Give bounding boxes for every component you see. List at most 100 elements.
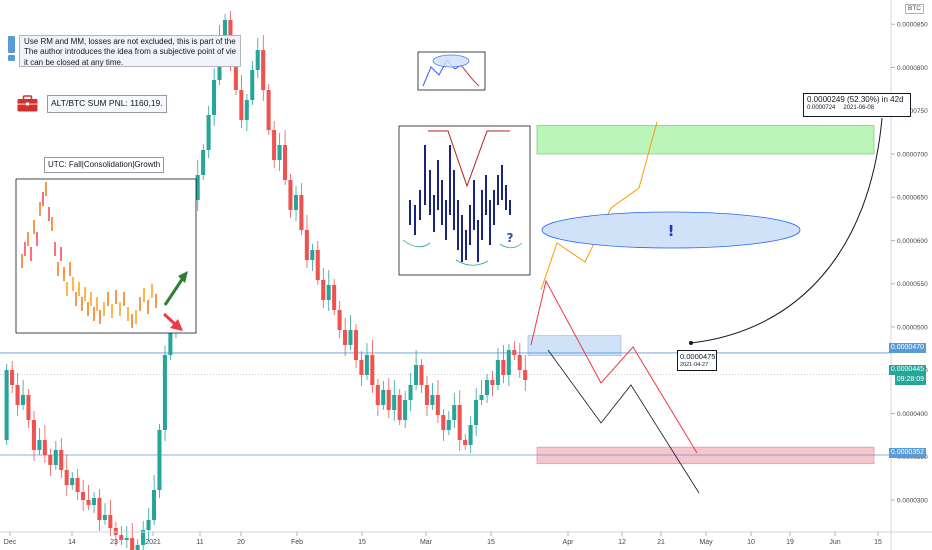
- y-tick-label: 0.0000500: [897, 324, 928, 331]
- candle-body: [37, 440, 42, 450]
- candle-body: [288, 180, 293, 210]
- growth-arrow-shaft: [163, 274, 187, 306]
- candle-body: [512, 350, 517, 355]
- candle-body: [337, 310, 342, 330]
- candle-body: [26, 395, 31, 420]
- x-tick-label: Apr: [563, 539, 575, 546]
- candle-body: [310, 250, 315, 260]
- candle-body: [321, 280, 326, 300]
- candle-body: [102, 515, 107, 520]
- question-mark: ?: [507, 231, 514, 245]
- candle-body: [135, 545, 140, 550]
- target-callout-price: 0.0000724: [807, 105, 836, 111]
- fall-arrow-shaft: [162, 312, 178, 327]
- candle-body: [293, 195, 298, 210]
- candle-body: [430, 395, 435, 405]
- x-tick-label: Mar: [420, 539, 433, 546]
- y-tick-label: 0.0000850: [897, 22, 928, 29]
- briefcase-icon: [17, 95, 38, 112]
- candle-body: [53, 450, 58, 465]
- candle-body: [332, 285, 337, 310]
- note-marker-bar: [8, 55, 15, 61]
- candle-body: [81, 492, 86, 500]
- candle-body: [141, 530, 146, 545]
- candle-body: [506, 350, 511, 375]
- candle-body: [517, 355, 522, 370]
- resistance-price-label: 0.0000470: [888, 343, 926, 353]
- fall-arrow-head: [170, 319, 183, 331]
- candle-body: [277, 145, 282, 160]
- target-callout-line: 0.0000249 (52.30%) in 42d: [807, 95, 904, 104]
- x-tick-label: 12: [618, 539, 626, 546]
- candle-body: [463, 440, 468, 445]
- current-price-label: 0.0000445: [888, 365, 926, 375]
- candle-body: [413, 365, 419, 385]
- candle-body: [479, 395, 484, 400]
- candle-body: [490, 380, 495, 385]
- x-tick-label: 21: [657, 539, 665, 546]
- x-tick-label: 15: [874, 539, 882, 546]
- candle-body: [266, 90, 271, 130]
- candle-body: [86, 500, 91, 505]
- target-arc: [690, 117, 883, 344]
- stop-zone: [536, 446, 875, 465]
- candle-body: [441, 415, 446, 430]
- candle-body: [244, 100, 249, 120]
- x-tick-label: Jun: [829, 539, 840, 546]
- mini-pattern-drop: [460, 64, 480, 87]
- candle-body: [97, 498, 102, 520]
- entry-callout-date: 2021-04-27: [680, 362, 709, 368]
- y-tick-label: 0.0000700: [897, 151, 928, 158]
- candle-body: [48, 455, 53, 465]
- candle-body: [272, 130, 277, 160]
- candle-body: [343, 330, 348, 345]
- x-tick-label: 2021: [145, 539, 161, 546]
- chart-zones: [527, 125, 875, 465]
- candle-body: [523, 370, 528, 380]
- candle-body: [403, 400, 408, 420]
- candle-body: [299, 195, 304, 230]
- candle-body: [282, 145, 288, 180]
- candle-body: [206, 115, 211, 150]
- candle-body: [386, 390, 391, 410]
- candle-body: [304, 230, 309, 260]
- currency-badge: BTC: [905, 4, 924, 14]
- candle-body: [255, 50, 260, 70]
- y-tick-label: 0.0000650: [897, 195, 928, 202]
- candle-body: [157, 430, 162, 490]
- y-tick-label: 0.0000300: [897, 497, 928, 504]
- candle-body: [70, 478, 75, 485]
- y-tick-label: 0.0000550: [897, 281, 928, 288]
- candle-body: [392, 395, 397, 410]
- disclaimer-line: The author introduces the idea from a su…: [24, 47, 236, 57]
- x-tick-label: May: [699, 539, 713, 546]
- candle-body: [315, 250, 320, 280]
- candle-body: [59, 450, 64, 470]
- candle-body: [162, 355, 167, 430]
- candle-body: [151, 490, 157, 520]
- candle-body: [474, 400, 479, 425]
- utc-phase-label: UTC: Fall|Consolidation|Growth: [44, 157, 165, 173]
- candle-body: [239, 90, 244, 120]
- candle-body: [250, 70, 255, 100]
- candle-body: [381, 390, 386, 405]
- candle-body: [42, 440, 47, 455]
- exclamation-mark: !: [668, 222, 675, 240]
- x-tick-label: 23: [110, 539, 118, 546]
- candle-body: [359, 360, 364, 375]
- y-tick-label: 0.0000750: [897, 108, 928, 115]
- candle-body: [408, 385, 413, 400]
- candle-body: [419, 365, 424, 385]
- pattern-arc-right: [499, 242, 523, 249]
- candle-body: [20, 395, 26, 405]
- x-tick-label: Feb: [291, 539, 303, 546]
- candle-body: [130, 538, 135, 550]
- candle-body: [353, 330, 358, 360]
- candle-body: [75, 478, 80, 492]
- candle-body: [261, 50, 266, 90]
- candle-body: [64, 470, 69, 485]
- pattern-red-line: [428, 130, 510, 188]
- candle-body: [168, 330, 173, 355]
- deep-bearish-path: [547, 349, 700, 494]
